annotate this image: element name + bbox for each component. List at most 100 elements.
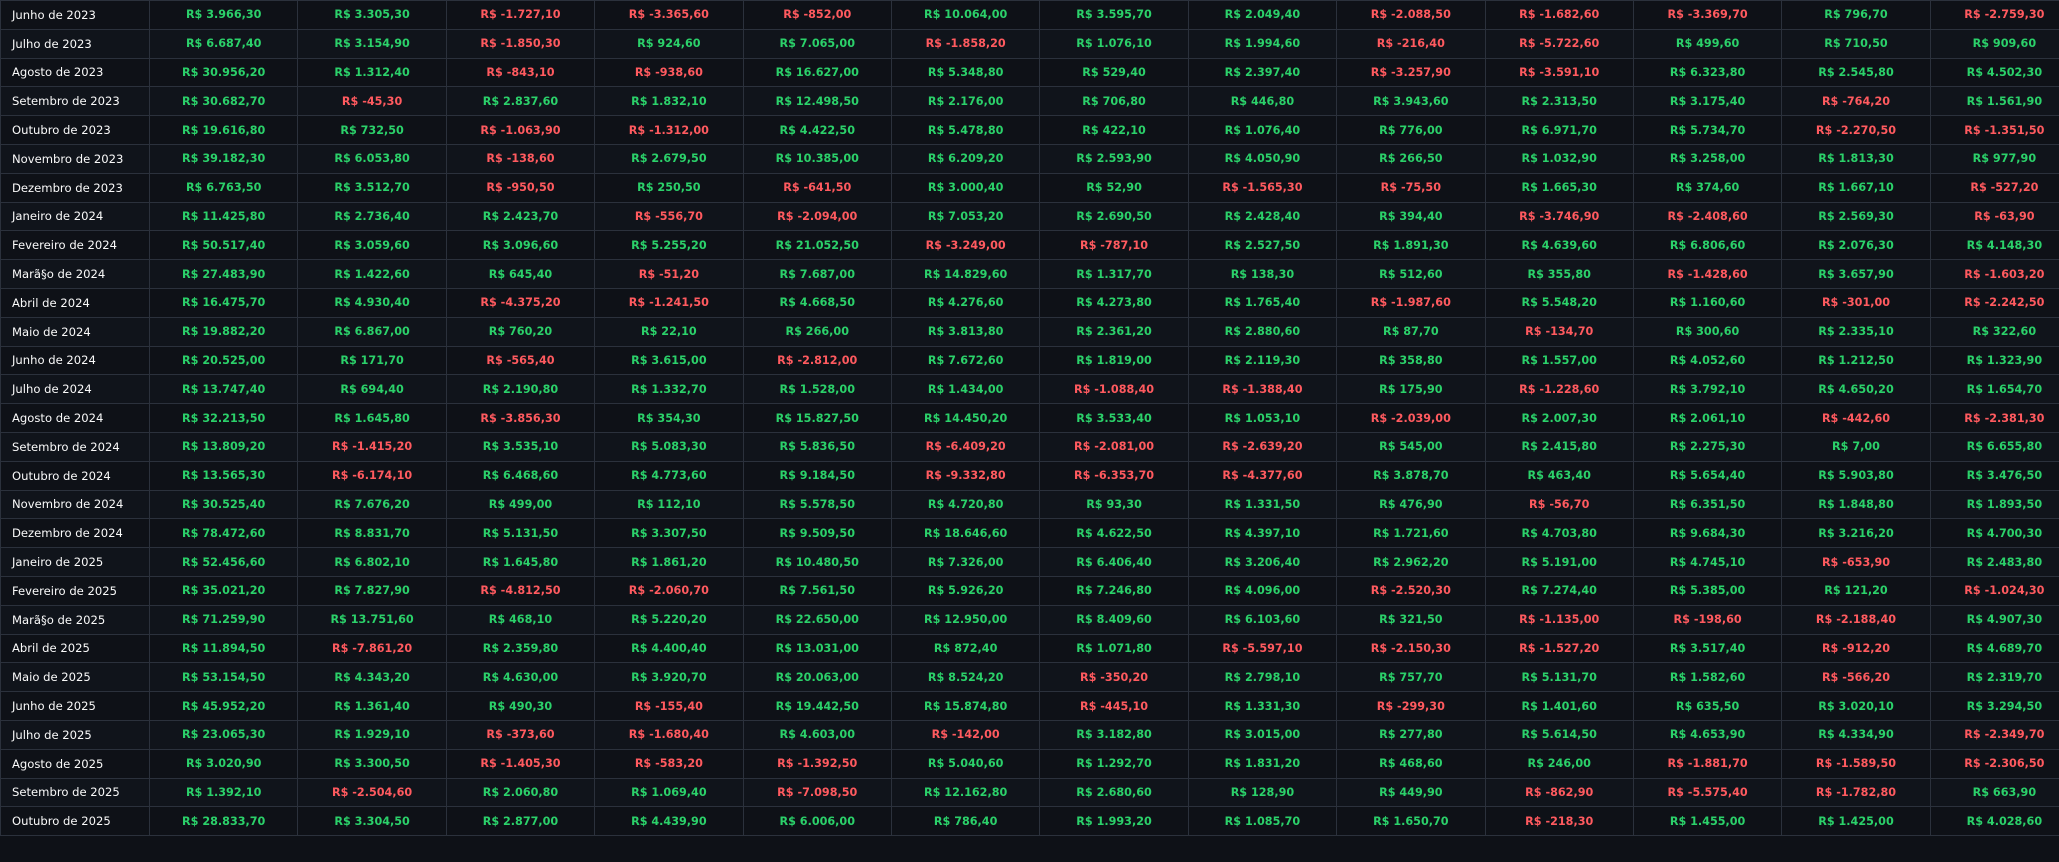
positive-value-cell[interactable]: R$ 175,90 <box>1336 374 1486 405</box>
positive-value-cell[interactable]: R$ 4.720,80 <box>890 489 1041 520</box>
positive-value-cell[interactable]: R$ 128,90 <box>1187 777 1338 808</box>
negative-value-cell[interactable]: R$ -4.812,50 <box>445 575 596 606</box>
positive-value-cell[interactable]: R$ 5.903,80 <box>1781 460 1931 491</box>
positive-value-cell[interactable]: R$ 9.184,50 <box>742 460 892 491</box>
positive-value-cell[interactable]: R$ 20.063,00 <box>742 662 892 693</box>
positive-value-cell[interactable]: R$ 13.565,30 <box>148 460 299 491</box>
negative-value-cell[interactable]: R$ -6.409,20 <box>890 431 1041 462</box>
positive-value-cell[interactable]: R$ 1.557,00 <box>1484 345 1634 376</box>
table-row[interactable]: Setembro de 2024 R$ 13.809,20 R$ -1.415,20… <box>0 431 2059 462</box>
positive-value-cell[interactable]: R$ 11.425,80 <box>148 201 299 232</box>
positive-value-cell[interactable]: R$ 1.650,70 <box>1336 806 1486 837</box>
negative-value-cell[interactable]: R$ -1.228,60 <box>1484 374 1634 405</box>
positive-value-cell[interactable]: R$ 1.401,60 <box>1484 691 1634 721</box>
positive-value-cell[interactable]: R$ 93,30 <box>1039 489 1189 520</box>
negative-value-cell[interactable]: R$ -3.591,10 <box>1484 57 1634 88</box>
positive-value-cell[interactable]: R$ 1.561,90 <box>1929 86 2059 117</box>
negative-value-cell[interactable]: R$ -301,00 <box>1781 287 1931 318</box>
positive-value-cell[interactable]: R$ 3.300,50 <box>297 748 447 779</box>
positive-value-cell[interactable]: R$ 12.162,80 <box>890 777 1041 808</box>
negative-value-cell[interactable]: R$ -2.759,30 <box>1929 0 2059 30</box>
positive-value-cell[interactable]: R$ 2.060,80 <box>445 777 596 808</box>
positive-value-cell[interactable]: R$ 9.684,30 <box>1632 518 1783 549</box>
negative-value-cell[interactable]: R$ -2.081,00 <box>1039 431 1189 462</box>
positive-value-cell[interactable]: R$ 7.827,90 <box>297 575 447 606</box>
positive-value-cell[interactable]: R$ 499,00 <box>445 489 596 520</box>
table-row[interactable]: Agosto de 2025 R$ 3.020,90 R$ 3.300,50 R$ -… <box>0 748 2059 779</box>
positive-value-cell[interactable]: R$ 776,00 <box>1336 115 1486 145</box>
positive-value-cell[interactable]: R$ 4.907,30 <box>1929 604 2059 635</box>
positive-value-cell[interactable]: R$ 786,40 <box>890 806 1041 837</box>
positive-value-cell[interactable]: R$ 3.512,70 <box>297 172 447 203</box>
negative-value-cell[interactable]: R$ -2.270,50 <box>1781 115 1931 145</box>
negative-value-cell[interactable]: R$ -138,60 <box>445 143 596 174</box>
negative-value-cell[interactable]: R$ -1.680,40 <box>594 719 744 750</box>
negative-value-cell[interactable]: R$ -1.135,00 <box>1484 604 1634 635</box>
positive-value-cell[interactable]: R$ 52,90 <box>1039 172 1189 203</box>
positive-value-cell[interactable]: R$ 2.361,20 <box>1039 316 1189 347</box>
table-row[interactable]: Julho de 2024 R$ 13.747,40 R$ 694,40 R$ 2.1… <box>0 374 2059 405</box>
positive-value-cell[interactable]: R$ 2.736,40 <box>297 201 447 232</box>
positive-value-cell[interactable]: R$ 2.680,60 <box>1039 777 1189 808</box>
negative-value-cell[interactable]: R$ -6.353,70 <box>1039 460 1189 491</box>
positive-value-cell[interactable]: R$ 4.052,60 <box>1632 345 1783 376</box>
table-row[interactable]: Outubro de 2023 R$ 19.616,80 R$ 732,50 R$ -… <box>0 115 2059 145</box>
positive-value-cell[interactable]: R$ 11.894,50 <box>148 633 299 664</box>
positive-value-cell[interactable]: R$ 1.331,50 <box>1187 489 1338 520</box>
table-row[interactable]: Junho de 2023 R$ 3.966,30 R$ 3.305,30 R$ -1… <box>0 0 2059 30</box>
negative-value-cell[interactable]: R$ -2.639,20 <box>1187 431 1338 462</box>
positive-value-cell[interactable]: R$ 71.259,90 <box>148 604 299 635</box>
positive-value-cell[interactable]: R$ 2.359,80 <box>445 633 596 664</box>
positive-value-cell[interactable]: R$ 2.880,60 <box>1187 316 1338 347</box>
positive-value-cell[interactable]: R$ 4.148,30 <box>1929 230 2059 261</box>
negative-value-cell[interactable]: R$ -3.257,90 <box>1336 57 1486 88</box>
negative-value-cell[interactable]: R$ -1.527,20 <box>1484 633 1634 664</box>
positive-value-cell[interactable]: R$ 1.455,00 <box>1632 806 1783 837</box>
positive-value-cell[interactable]: R$ 32.213,50 <box>148 403 299 433</box>
negative-value-cell[interactable]: R$ -7.861,20 <box>297 633 447 664</box>
negative-value-cell[interactable]: R$ -527,20 <box>1929 172 2059 203</box>
positive-value-cell[interactable]: R$ 1.071,80 <box>1039 633 1189 664</box>
positive-value-cell[interactable]: R$ 1.893,50 <box>1929 489 2059 520</box>
negative-value-cell[interactable]: R$ -653,90 <box>1781 547 1931 577</box>
negative-value-cell[interactable]: R$ -764,20 <box>1781 86 1931 117</box>
positive-value-cell[interactable]: R$ 3.595,70 <box>1039 0 1189 30</box>
negative-value-cell[interactable]: R$ -1.603,20 <box>1929 259 2059 289</box>
negative-value-cell[interactable]: R$ -6.174,10 <box>297 460 447 491</box>
negative-value-cell[interactable]: R$ -1.063,90 <box>445 115 596 145</box>
positive-value-cell[interactable]: R$ 1.323,90 <box>1929 345 2059 376</box>
positive-value-cell[interactable]: R$ 246,00 <box>1484 748 1634 779</box>
negative-value-cell[interactable]: R$ -4.377,60 <box>1187 460 1338 491</box>
positive-value-cell[interactable]: R$ 3.966,30 <box>148 0 299 30</box>
positive-value-cell[interactable]: R$ 4.930,40 <box>297 287 447 318</box>
positive-value-cell[interactable]: R$ 18.646,60 <box>890 518 1041 549</box>
positive-value-cell[interactable]: R$ 5.131,70 <box>1484 662 1634 693</box>
negative-value-cell[interactable]: R$ -4.375,20 <box>445 287 596 318</box>
positive-value-cell[interactable]: R$ 2.569,30 <box>1781 201 1931 232</box>
positive-value-cell[interactable]: R$ 4.028,60 <box>1929 806 2059 837</box>
positive-value-cell[interactable]: R$ 2.837,60 <box>445 86 596 117</box>
positive-value-cell[interactable]: R$ 5.083,30 <box>594 431 744 462</box>
positive-value-cell[interactable]: R$ 171,70 <box>297 345 447 376</box>
negative-value-cell[interactable]: R$ -2.349,70 <box>1929 719 2059 750</box>
positive-value-cell[interactable]: R$ 19.442,50 <box>742 691 892 721</box>
positive-value-cell[interactable]: R$ 4.630,00 <box>445 662 596 693</box>
positive-value-cell[interactable]: R$ 3.294,50 <box>1929 691 2059 721</box>
negative-value-cell[interactable]: R$ -2.242,50 <box>1929 287 2059 318</box>
positive-value-cell[interactable]: R$ 706,80 <box>1039 86 1189 117</box>
positive-value-cell[interactable]: R$ 1.076,10 <box>1039 28 1189 59</box>
positive-value-cell[interactable]: R$ 1.848,80 <box>1781 489 1931 520</box>
table-row[interactable]: Maio de 2024 R$ 19.882,20 R$ 6.867,00 R$ 76… <box>0 316 2059 347</box>
table-row[interactable]: Outubro de 2024 R$ 13.565,30 R$ -6.174,10 R… <box>0 460 2059 491</box>
negative-value-cell[interactable]: R$ -5.575,40 <box>1632 777 1783 808</box>
negative-value-cell[interactable]: R$ -7.098,50 <box>742 777 892 808</box>
positive-value-cell[interactable]: R$ 374,60 <box>1632 172 1783 203</box>
positive-value-cell[interactable]: R$ 6.971,70 <box>1484 115 1634 145</box>
positive-value-cell[interactable]: R$ 1.994,60 <box>1187 28 1338 59</box>
positive-value-cell[interactable]: R$ 1.721,60 <box>1336 518 1486 549</box>
negative-value-cell[interactable]: R$ -1.388,40 <box>1187 374 1338 405</box>
positive-value-cell[interactable]: R$ 6.763,50 <box>148 172 299 203</box>
negative-value-cell[interactable]: R$ -3.856,30 <box>445 403 596 433</box>
positive-value-cell[interactable]: R$ 6.802,10 <box>297 547 447 577</box>
negative-value-cell[interactable]: R$ -198,60 <box>1632 604 1783 635</box>
